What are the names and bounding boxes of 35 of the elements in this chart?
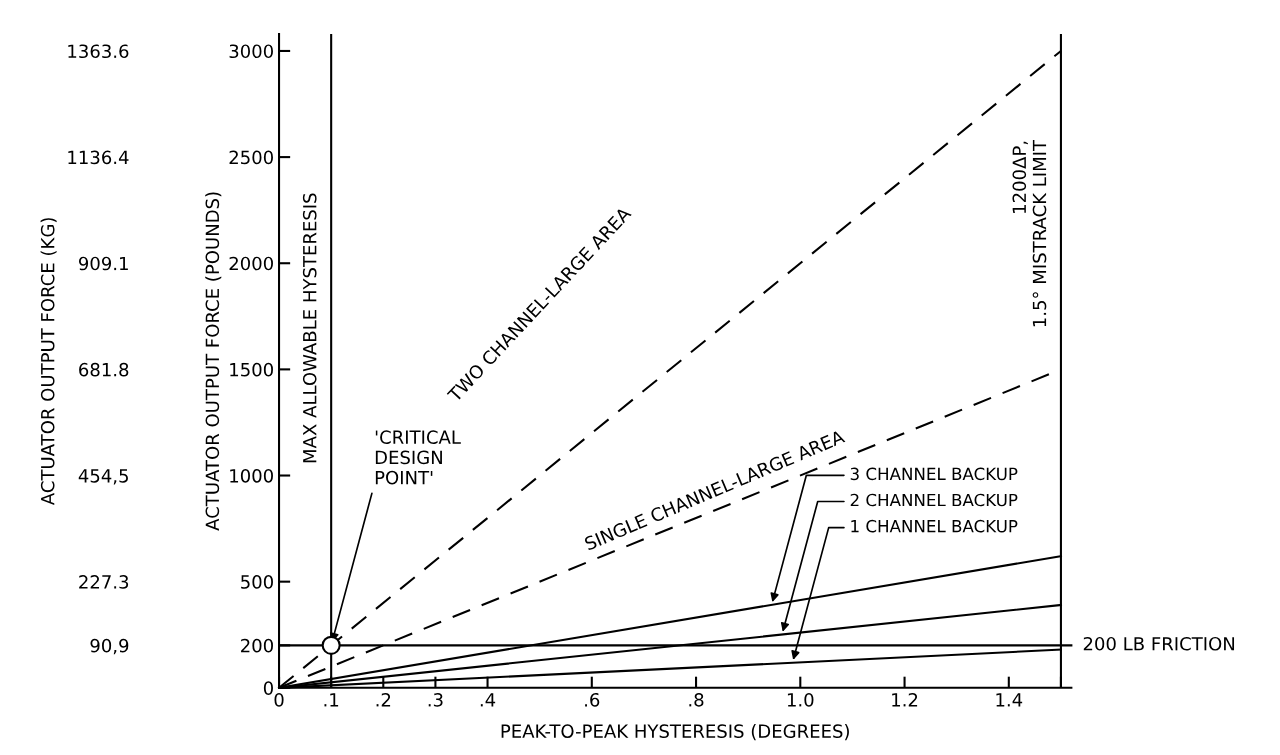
- x-tick-label: 1.2: [892, 692, 918, 707]
- x-tick-label: .6: [585, 692, 600, 707]
- text: 2 CHANNEL BACKUP: [850, 493, 1018, 507]
- annotation: 'CRITICAL DESIGN POINT': [375, 430, 461, 485]
- ref-line-label: 200 LB FRICTION: [1083, 636, 1235, 651]
- y-tick-label: 2000: [229, 256, 273, 271]
- y-tick-label: 0: [263, 681, 273, 695]
- y2-tick-label: 227.3: [79, 575, 129, 589]
- y2-tick-label: 681.8: [79, 362, 129, 377]
- ref-line-label: 1200ΔP, 1.5° MISTRACK LIMIT: [1012, 139, 1047, 327]
- y2-tick-label: 1136.4: [68, 150, 129, 165]
- y-tick-label: 1000: [230, 468, 273, 483]
- y2-tick-label: 454,5: [78, 469, 128, 485]
- text: 3 CHANNEL BACKUP: [850, 467, 1018, 481]
- x-tick-label: .2: [376, 692, 391, 707]
- y-tick-label: 1500: [230, 362, 273, 377]
- x-tick-label: .4: [480, 693, 496, 707]
- x-tick-label: 0: [274, 692, 284, 707]
- x-tick-label: .1: [324, 693, 339, 707]
- y-tick-label: 200: [241, 638, 273, 653]
- x-tick-label: .3: [428, 692, 443, 707]
- x-tick-label: 1.0: [787, 692, 814, 707]
- x-tick-label: 1.4: [996, 693, 1023, 707]
- y-tick-label: 2500: [229, 150, 273, 165]
- y2-tick-label: 909.1: [78, 256, 128, 271]
- x-axis-title: PEAK-TO-PEAK HYSTERESIS (DEGREES): [501, 724, 849, 741]
- y-tick-label: 3000: [229, 44, 273, 59]
- y-axis-title: ACTUATOR OUTPUT FORCE (POUNDS): [205, 192, 222, 531]
- text: 1 CHANNEL BACKUP: [851, 519, 1018, 533]
- y2-axis-title: ACTUATOR OUTPUT FORCE (KG): [40, 218, 57, 506]
- x-tick-label: .8: [689, 692, 704, 707]
- y2-tick-label: 1363.6: [68, 44, 129, 59]
- y2-tick-label: 90,9: [90, 638, 129, 655]
- ref-line-label: MAX ALLOWABLE HYSTERESIS: [302, 193, 317, 463]
- y-tick-label: 500: [241, 575, 273, 589]
